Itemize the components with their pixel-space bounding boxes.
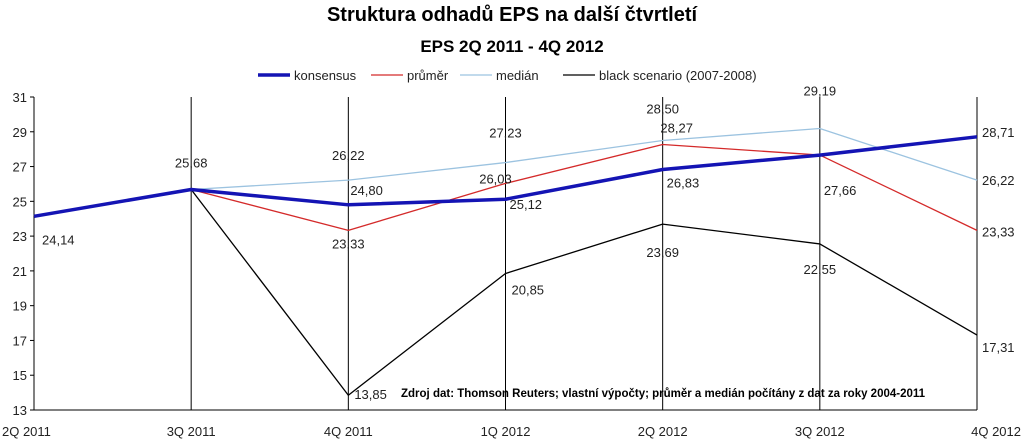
data-label: 28,50	[646, 101, 679, 116]
x-tick-label: 3Q 2011	[167, 424, 216, 439]
y-tick-label: 19	[13, 299, 27, 314]
chart-series	[33, 127, 978, 396]
x-tick-label: 2Q 2011	[2, 424, 51, 439]
data-label: 28,27	[660, 120, 693, 135]
y-tick-label: 17	[13, 333, 27, 348]
y-tick-label: 25	[13, 194, 27, 209]
data-label: 28,71	[982, 125, 1015, 140]
legend-label: black scenario (2007-2008)	[599, 68, 757, 83]
data-label: 24,14	[42, 232, 75, 247]
data-label: 26,22	[332, 148, 365, 163]
chart-subtitle: EPS 2Q 2011 - 4Q 2012	[420, 37, 604, 56]
y-tick-label: 21	[13, 264, 27, 279]
y-tick-label: 13	[13, 403, 27, 418]
data-label: 26,03	[479, 171, 512, 186]
data-label: 27,66	[824, 183, 857, 198]
x-tick-label: 4Q 2012	[971, 424, 1021, 439]
y-tick-label: 27	[13, 160, 27, 175]
y-tick-label: 15	[13, 368, 27, 383]
y-tick-label: 23	[13, 229, 27, 244]
data-label: 27,23	[489, 126, 522, 141]
data-label: 23,33	[982, 224, 1015, 239]
legend-label: konsensus	[294, 68, 357, 83]
x-tick-label: 1Q 2012	[481, 424, 531, 439]
x-tick-label: 3Q 2012	[795, 424, 845, 439]
data-label: 25,12	[510, 197, 543, 212]
series-line-konsensus	[33, 135, 978, 219]
data-label: 26,83	[667, 176, 700, 191]
source-note: Zdroj dat: Thomson Reuters; vlastní výpo…	[401, 388, 926, 400]
data-label: 25,68	[175, 156, 208, 171]
y-tick-label: 29	[13, 125, 27, 140]
chart-axes: 13 15 17 19 21 23 25 27 29 31 2Q 2011 3Q 2011 4Q 201…	[2, 90, 1021, 439]
data-label: 17,31	[982, 340, 1015, 355]
data-label: 20,85	[512, 282, 545, 297]
data-label: 23,33	[332, 236, 365, 251]
data-label: 23,69	[646, 245, 679, 260]
x-tick-label: 2Q 2012	[638, 424, 688, 439]
legend-label: průměr	[407, 68, 449, 83]
chart-legend: konsensus průměr medián black scenario (200…	[258, 68, 757, 83]
data-label: 24,80	[350, 183, 383, 198]
data-label: 22,55	[804, 262, 837, 277]
data-label: 26,22	[982, 173, 1015, 188]
legend-label: medián	[496, 68, 539, 83]
data-label: 13,85	[354, 387, 387, 402]
y-tick-label: 31	[13, 90, 27, 105]
chart-title: Struktura odhadů EPS na další čtvrtletí	[326, 4, 698, 26]
chart-data-labels: 24,80 25,12 26,83 27,66 28,71 23,33 26,03 28,27…	[42, 83, 1015, 402]
x-tick-label: 4Q 2011	[324, 424, 373, 439]
data-label: 29,19	[804, 83, 837, 98]
